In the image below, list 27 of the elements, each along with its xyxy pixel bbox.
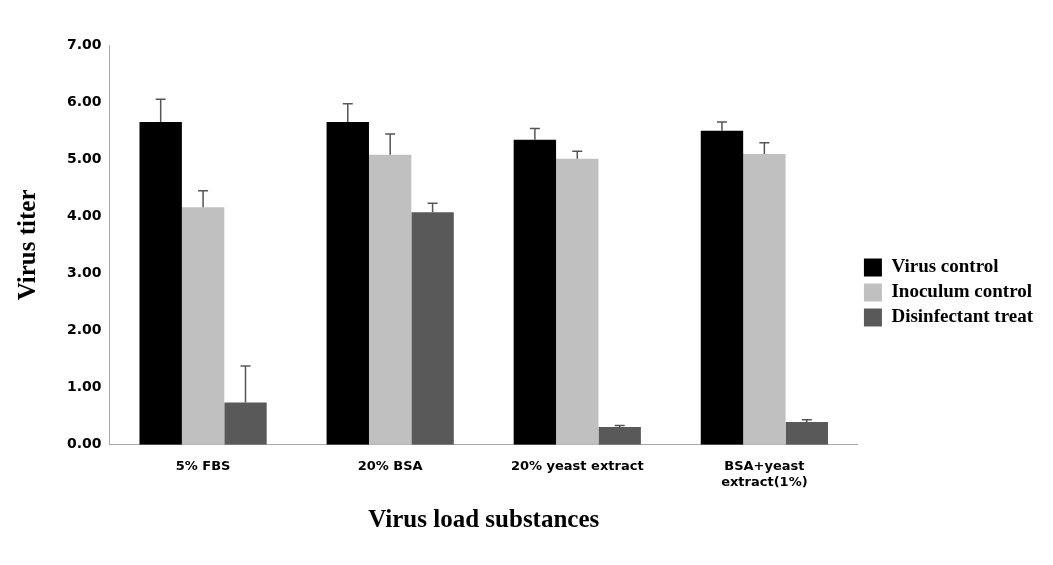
bar: [743, 154, 786, 445]
y-tick-label: 7.00: [67, 35, 102, 52]
bar: [326, 122, 369, 445]
x-axis-title: Virus load substances: [368, 505, 600, 533]
y-axis-title: Virus titer: [13, 189, 41, 301]
bar: [598, 427, 641, 445]
legend-label: Virus control: [891, 255, 999, 277]
bar: [556, 158, 599, 445]
y-tick-label: 6.00: [67, 92, 102, 109]
legend-label: Inoculum control: [891, 280, 1033, 302]
y-tick-label: 2.00: [67, 321, 102, 338]
bar: [139, 122, 182, 445]
x-tick-label: 5% FBS: [175, 457, 231, 473]
y-tick-label: 0.00: [67, 435, 102, 452]
y-tick-label: 1.00: [67, 378, 102, 395]
bar: [181, 207, 225, 445]
legend-label: Disinfectant treat: [891, 305, 1034, 327]
bar: [368, 154, 412, 445]
y-tick-label: 3.00: [67, 264, 102, 281]
bar: [513, 139, 557, 445]
y-tick-label: 4.00: [67, 206, 102, 223]
x-tick-label: 20% yeast extract: [510, 457, 644, 473]
y-tick-label: 5.00: [67, 149, 102, 166]
bar: [785, 421, 828, 445]
x-tick-label: 20% BSA: [357, 457, 423, 473]
x-tick-label: BSA+yeast extract(1%): [721, 457, 808, 489]
bar: [700, 130, 744, 445]
